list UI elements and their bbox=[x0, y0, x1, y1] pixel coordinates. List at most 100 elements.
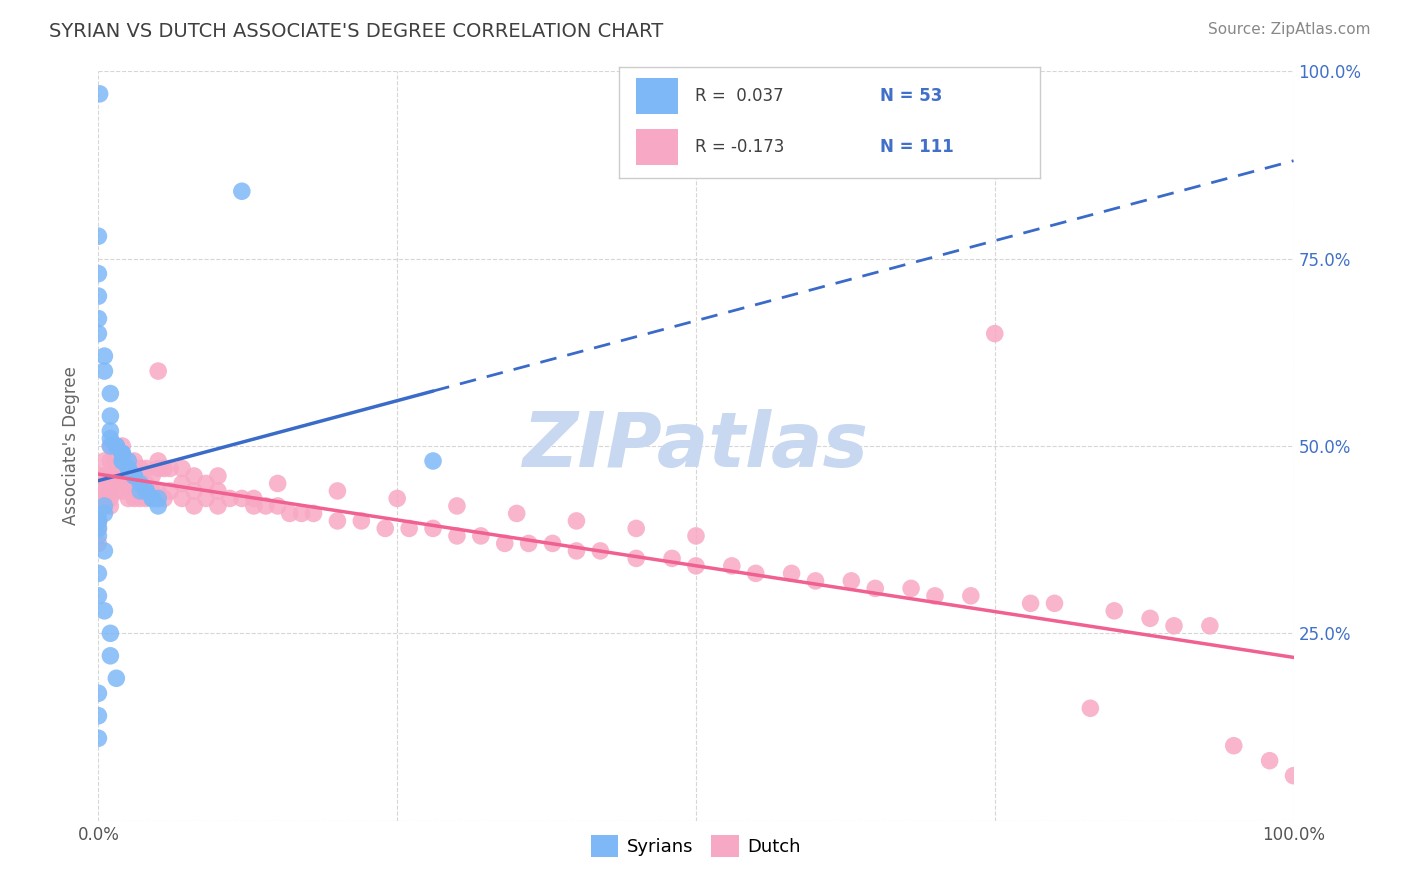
Point bbox=[721, 558, 744, 573]
Point bbox=[153, 461, 176, 475]
Point bbox=[93, 499, 115, 513]
Point bbox=[565, 544, 588, 558]
Point bbox=[111, 483, 134, 498]
Point bbox=[98, 432, 122, 446]
Point bbox=[93, 544, 115, 558]
Point bbox=[105, 469, 128, 483]
Point bbox=[117, 454, 139, 468]
Point bbox=[98, 648, 122, 663]
Point bbox=[1104, 604, 1126, 618]
Point bbox=[159, 483, 181, 498]
Point bbox=[1043, 596, 1066, 610]
Point bbox=[900, 582, 922, 596]
Point bbox=[172, 461, 194, 475]
Point bbox=[111, 454, 134, 468]
Point bbox=[148, 483, 170, 498]
Point bbox=[135, 476, 157, 491]
Point bbox=[117, 461, 139, 475]
Point bbox=[207, 483, 229, 498]
Point bbox=[93, 507, 115, 521]
Point bbox=[129, 491, 152, 506]
Point bbox=[93, 469, 115, 483]
Point bbox=[1258, 754, 1281, 768]
Text: N = 111: N = 111 bbox=[880, 138, 953, 156]
Text: Source: ZipAtlas.com: Source: ZipAtlas.com bbox=[1208, 22, 1371, 37]
Point bbox=[470, 529, 492, 543]
Point bbox=[960, 589, 983, 603]
Point bbox=[148, 364, 170, 378]
Legend: Syrians, Dutch: Syrians, Dutch bbox=[583, 828, 808, 864]
Point bbox=[124, 454, 146, 468]
Point bbox=[87, 514, 110, 528]
Point bbox=[87, 499, 110, 513]
Point bbox=[141, 491, 163, 506]
Point bbox=[93, 349, 115, 363]
Point bbox=[111, 446, 134, 460]
Point bbox=[1282, 769, 1305, 783]
Point bbox=[243, 491, 266, 506]
Point bbox=[98, 386, 122, 401]
Point bbox=[111, 446, 134, 460]
Point bbox=[984, 326, 1007, 341]
Point bbox=[422, 454, 444, 468]
Point bbox=[494, 536, 516, 550]
Point bbox=[254, 499, 277, 513]
Point bbox=[135, 483, 157, 498]
Point bbox=[93, 604, 115, 618]
Point bbox=[135, 483, 157, 498]
Point bbox=[87, 708, 110, 723]
Point bbox=[195, 476, 218, 491]
Point bbox=[93, 454, 115, 468]
Point bbox=[87, 326, 110, 341]
Point bbox=[153, 491, 176, 506]
Point bbox=[267, 476, 290, 491]
Point bbox=[124, 491, 146, 506]
Point bbox=[87, 731, 110, 746]
Point bbox=[124, 469, 146, 483]
Point bbox=[87, 507, 110, 521]
Point bbox=[267, 499, 290, 513]
Point bbox=[148, 499, 170, 513]
Point bbox=[685, 529, 707, 543]
Point bbox=[87, 514, 110, 528]
Point bbox=[87, 521, 110, 535]
Point bbox=[141, 491, 163, 506]
Point bbox=[98, 439, 122, 453]
Point bbox=[1019, 596, 1042, 610]
Point bbox=[326, 514, 349, 528]
Point bbox=[105, 483, 128, 498]
Point bbox=[541, 536, 564, 550]
Point bbox=[148, 454, 170, 468]
Point bbox=[141, 483, 163, 498]
Point bbox=[183, 469, 205, 483]
Point bbox=[326, 483, 349, 498]
Point bbox=[93, 364, 115, 378]
Point bbox=[1163, 619, 1185, 633]
Point bbox=[385, 491, 409, 506]
Point bbox=[745, 566, 768, 581]
Point bbox=[148, 491, 170, 506]
Point bbox=[105, 454, 128, 468]
Point bbox=[87, 686, 110, 700]
Point bbox=[124, 476, 146, 491]
Point bbox=[117, 461, 139, 475]
Point bbox=[626, 551, 648, 566]
Point bbox=[87, 491, 110, 506]
Point bbox=[111, 454, 134, 468]
Point bbox=[87, 267, 110, 281]
Point bbox=[517, 536, 540, 550]
Point bbox=[350, 514, 373, 528]
Point bbox=[135, 491, 157, 506]
Point bbox=[135, 461, 157, 475]
Point bbox=[87, 311, 110, 326]
Bar bbox=[636, 129, 678, 165]
Point bbox=[111, 469, 134, 483]
Point bbox=[172, 491, 194, 506]
Y-axis label: Associate's Degree: Associate's Degree bbox=[62, 367, 80, 525]
Point bbox=[87, 536, 110, 550]
Point bbox=[87, 521, 110, 535]
Point bbox=[87, 469, 110, 483]
Text: SYRIAN VS DUTCH ASSOCIATE'S DEGREE CORRELATION CHART: SYRIAN VS DUTCH ASSOCIATE'S DEGREE CORRE… bbox=[49, 22, 664, 41]
Point bbox=[589, 544, 612, 558]
Point bbox=[124, 461, 146, 475]
